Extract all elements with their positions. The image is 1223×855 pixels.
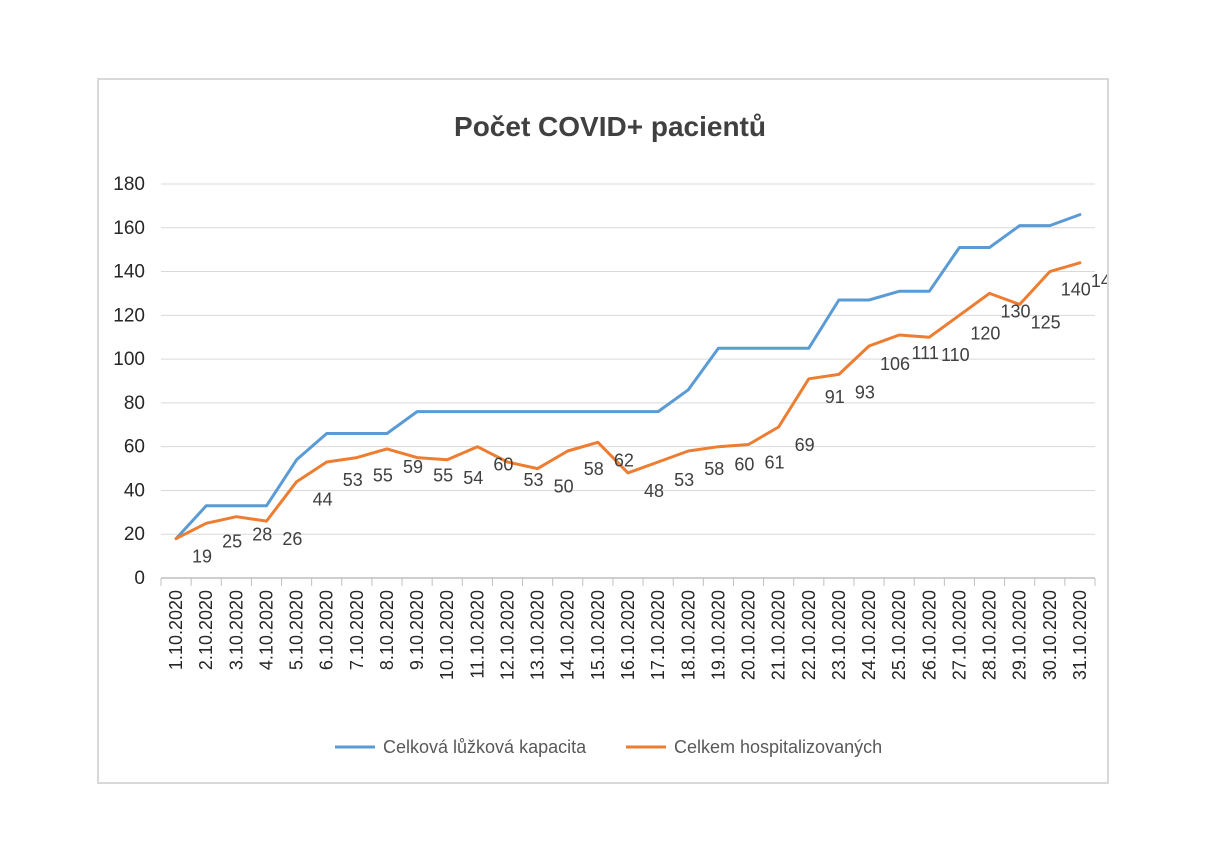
- x-tick-label: 11.10.2020: [467, 590, 487, 679]
- x-tick-label: 12.10.2020: [497, 590, 517, 680]
- x-tick-label: 23.10.2020: [829, 590, 849, 680]
- x-tick-label: 28.10.2020: [980, 590, 1000, 680]
- series-line-2: [174, 261, 1082, 541]
- x-tick-label: 20.10.2020: [739, 590, 759, 680]
- chart-svg: Počet COVID+ pacientů 0 20 40 60 80 100 120 140…: [113, 111, 1107, 757]
- gridlines: [161, 183, 1095, 535]
- data-label: 144: [1091, 271, 1107, 291]
- data-labels: 19 25 28 26 44 53 55 59 55 54 60 53 50 58 62 48 53 58 60 61…: [192, 271, 1107, 567]
- x-tick-label: 14.10.2020: [558, 590, 578, 680]
- x-tick-label: 4.10.2020: [256, 590, 276, 670]
- x-tick-label: 26.10.2020: [919, 590, 939, 680]
- data-label: 25: [222, 531, 242, 551]
- x-tick-label: 22.10.2020: [799, 590, 819, 680]
- data-label: 59: [403, 457, 423, 477]
- data-label: 58: [584, 459, 604, 479]
- data-label: 53: [523, 470, 543, 490]
- data-label: 91: [825, 387, 845, 407]
- data-label: 28: [252, 525, 272, 545]
- x-tick-label: 8.10.2020: [377, 590, 397, 670]
- data-label: 60: [493, 455, 513, 475]
- x-tick-label: 10.10.2020: [437, 590, 457, 680]
- data-label: 55: [373, 466, 393, 486]
- x-tick-label: 15.10.2020: [588, 590, 608, 680]
- series-lines: [174, 213, 1082, 541]
- y-tick-label: 40: [124, 480, 145, 501]
- y-tick-label: 180: [113, 174, 145, 195]
- x-tick-label: 3.10.2020: [226, 590, 246, 670]
- x-tick-label: 29.10.2020: [1010, 590, 1030, 680]
- x-tick-label: 17.10.2020: [648, 590, 668, 680]
- y-tick-label: 140: [113, 262, 145, 283]
- x-tick-label: 27.10.2020: [949, 590, 969, 680]
- y-tick-label: 60: [124, 437, 145, 458]
- legend-label-2: Celkem hospitalizovaných: [674, 737, 882, 757]
- y-tick-label: 0: [134, 568, 145, 589]
- x-tick-label: 5.10.2020: [287, 590, 307, 670]
- chart-frame: Počet COVID+ pacientů 0 20 40 60 80 100 120 140…: [97, 78, 1109, 784]
- x-tick-label: 21.10.2020: [769, 590, 789, 680]
- x-tick-label: 24.10.2020: [859, 590, 879, 680]
- y-tick-label: 80: [124, 393, 145, 414]
- x-tick-label: 1.10.2020: [166, 590, 186, 670]
- data-label: 111: [911, 343, 938, 363]
- x-tick-label: 25.10.2020: [889, 590, 909, 680]
- x-tick-label: 2.10.2020: [196, 590, 216, 670]
- data-label: 69: [795, 435, 815, 455]
- x-tick-label: 9.10.2020: [407, 590, 427, 670]
- data-label: 53: [343, 470, 363, 490]
- x-tick-label: 30.10.2020: [1040, 590, 1060, 680]
- x-tick-label: 13.10.2020: [528, 590, 548, 680]
- x-tick-label: 18.10.2020: [678, 590, 698, 680]
- x-tick-label: 31.10.2020: [1070, 590, 1090, 680]
- axes: 0 20 40 60 80 100 120 140 160 180 1.10.2020 2.10.20…: [113, 174, 1096, 680]
- chart-title: Počet COVID+ pacientů: [454, 111, 766, 142]
- x-tick-label: 7.10.2020: [347, 590, 367, 670]
- x-tick-label: 19.10.2020: [708, 590, 728, 680]
- data-label: 140: [1061, 280, 1091, 300]
- data-label: 130: [1001, 301, 1031, 321]
- series-line-1: [174, 213, 1082, 541]
- y-tick-label: 100: [113, 349, 145, 370]
- legend-label-1: Celková lůžková kapacita: [383, 737, 587, 757]
- x-tick-label: 16.10.2020: [618, 590, 638, 680]
- data-label: 61: [765, 452, 785, 472]
- y-tick-label: 20: [124, 524, 145, 545]
- data-label: 50: [554, 477, 574, 497]
- data-label: 48: [644, 481, 664, 501]
- data-label: 110: [941, 345, 970, 365]
- data-label: 58: [704, 459, 724, 479]
- data-label: 26: [282, 529, 302, 549]
- x-tick-label: 6.10.2020: [317, 590, 337, 670]
- data-label: 60: [734, 455, 754, 475]
- data-label: 44: [313, 490, 333, 510]
- y-tick-label: 160: [113, 218, 145, 239]
- y-tick-label: 120: [113, 305, 145, 326]
- data-label: 62: [614, 450, 634, 470]
- data-label: 120: [970, 323, 1000, 343]
- data-label: 54: [463, 468, 483, 488]
- data-label: 53: [674, 470, 694, 490]
- data-label: 55: [433, 466, 453, 486]
- data-label: 93: [855, 382, 875, 402]
- data-label: 19: [192, 547, 212, 567]
- data-label: 106: [880, 354, 910, 374]
- legend: Celková lůžková kapacita Celkem hospitali…: [335, 737, 882, 757]
- data-label: 125: [1031, 312, 1061, 332]
